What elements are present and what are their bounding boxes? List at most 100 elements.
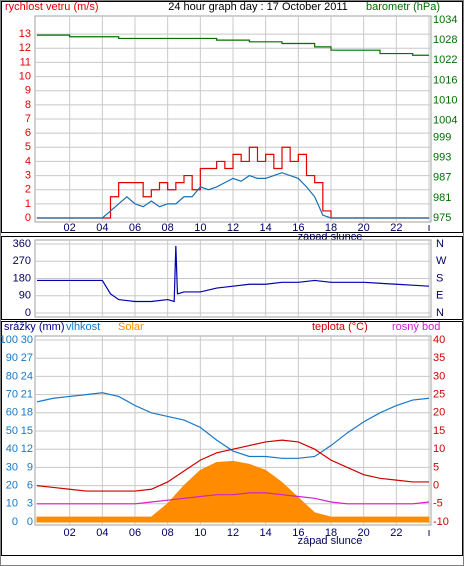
y2-tick-label: 10 — [433, 443, 445, 455]
y-tick-label: 30 — [6, 461, 18, 473]
y-tick-label: 0 — [25, 307, 31, 319]
y-tick-label: 12 — [19, 42, 31, 54]
y2-tick-label: 1028 — [433, 34, 457, 46]
x-tick-label: 10 — [194, 527, 206, 539]
y2-tick-label: 975 — [433, 212, 451, 224]
y2-tick-label: 30 — [433, 370, 445, 382]
y2-tick-label: 1016 — [433, 74, 457, 86]
x-tick-label: 18 — [325, 222, 337, 234]
y2-tick-label: 40 — [433, 334, 445, 346]
y3-tick-label: 27 — [21, 352, 33, 364]
panel-frame — [1, 1, 463, 233]
x-tick-label: 04 — [96, 222, 108, 234]
header: Solar — [118, 321, 144, 333]
line — [37, 492, 430, 505]
y-tick-label: 7 — [25, 113, 31, 125]
y-tick-label: 13 — [19, 28, 31, 40]
x-tick-label: 12 — [227, 222, 239, 234]
y-tick-label: 360 — [13, 238, 31, 250]
x-tick-label: 08 — [162, 222, 174, 234]
x-tick-label: 16 — [292, 222, 304, 234]
x-tick-label: ı — [427, 527, 430, 539]
header: srážky (mm) — [4, 321, 65, 333]
x-tick-label: 04 — [96, 527, 108, 539]
y3-tick-label: 9 — [27, 461, 33, 473]
y-tick-label: 60 — [6, 407, 18, 419]
y-tick-label: 2 — [25, 184, 31, 196]
y3-tick-label: 18 — [21, 407, 33, 419]
y2-tick-label: 999 — [433, 131, 451, 143]
x-tick-label: 06 — [129, 527, 141, 539]
y2-tick-label: 25 — [433, 389, 445, 401]
y-tick-label: 5 — [25, 141, 31, 153]
line — [37, 172, 429, 219]
line — [36, 392, 430, 459]
y2-tick-label: 1004 — [433, 115, 457, 127]
x-tick-label: 20 — [358, 527, 370, 539]
y-tick-label: 10 — [19, 70, 31, 82]
y2-tick-label: W — [436, 255, 447, 267]
y2-tick-label: 993 — [433, 151, 451, 163]
y-tick-label: 20 — [6, 480, 18, 492]
y-tick-label: 0 — [25, 212, 31, 224]
y-tick-label: 80 — [6, 370, 18, 382]
header: teplota (°C) — [312, 321, 368, 333]
y-tick-label: 10 — [6, 498, 18, 510]
x-tick-label: 10 — [194, 222, 206, 234]
y2-tick-label: 981 — [433, 192, 451, 204]
y-tick-label: 4 — [25, 155, 31, 167]
x-tick-label: 14 — [260, 222, 272, 234]
y3-tick-label: 30 — [21, 334, 33, 346]
y-tick-label: 8 — [25, 99, 31, 111]
y-tick-label: 3 — [25, 169, 31, 181]
x-tick-label: 14 — [260, 527, 272, 539]
y-tick-label: 270 — [13, 255, 31, 267]
annotation: západ slunce — [298, 535, 363, 547]
y-tick-label: 11 — [20, 56, 31, 68]
y2-tick-label: S — [436, 272, 443, 284]
y2-tick-label: E — [436, 290, 443, 302]
y2-tick-label: 1022 — [433, 54, 457, 66]
y-tick-label: 50 — [6, 425, 18, 437]
panel-frame — [1, 236, 463, 320]
y-tick-label: 90 — [19, 290, 31, 302]
line — [37, 146, 429, 219]
line — [36, 439, 429, 492]
x-tick-label: 20 — [358, 222, 370, 234]
y-tick-label: 90 — [6, 352, 18, 364]
y2-tick-label: -10 — [433, 516, 449, 528]
x-tick-label: ı — [427, 222, 430, 234]
y-tick-label: 1 — [25, 198, 31, 210]
y2-tick-label: -5 — [433, 498, 443, 510]
y-tick-label: 100 — [0, 334, 18, 346]
y2-tick-label: 0 — [433, 480, 439, 492]
y2-tick-label: N — [436, 307, 444, 319]
x-tick-label: 16 — [292, 527, 304, 539]
y-tick-label: 9 — [25, 85, 31, 97]
y3-tick-label: 15 — [21, 425, 33, 437]
x-tick-label: 06 — [129, 222, 141, 234]
y2-tick-label: 5 — [433, 461, 439, 473]
x-tick-label: 12 — [227, 527, 239, 539]
header: vlhkost — [66, 321, 100, 333]
x-tick-label: 02 — [64, 222, 76, 234]
y3-tick-label: 0 — [27, 516, 33, 528]
y3-tick-label: 21 — [21, 389, 33, 401]
header: barometr (hPa) — [366, 1, 440, 13]
y-tick-label: 70 — [6, 389, 18, 401]
x-tick-label: 22 — [390, 222, 402, 234]
x-tick-label: 02 — [64, 527, 76, 539]
header: rosný bod — [392, 321, 440, 333]
x-tick-label: 08 — [162, 527, 174, 539]
line — [37, 245, 430, 303]
y3-tick-label: 24 — [21, 370, 33, 382]
panel-frame — [1, 321, 463, 556]
header: rychlost vetru (m/s) — [5, 1, 99, 13]
y2-tick-label: 20 — [433, 407, 445, 419]
x-tick-label: 22 — [390, 527, 402, 539]
line — [37, 34, 429, 56]
y3-tick-label: 3 — [27, 498, 33, 510]
y2-tick-label: 1010 — [433, 94, 457, 106]
